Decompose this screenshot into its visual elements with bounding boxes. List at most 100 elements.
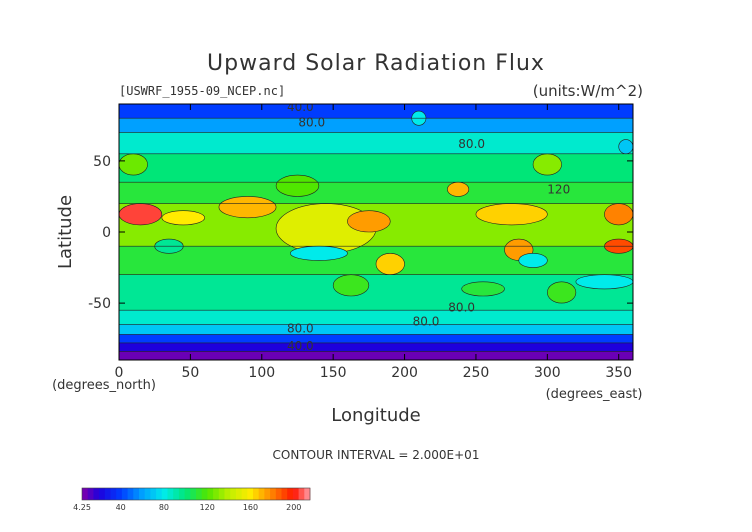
x-tick-label-4: 200 — [391, 365, 418, 381]
units-label: (units:W/m^2) — [533, 82, 643, 100]
colorbar-cell-10 — [139, 488, 146, 500]
colorbar-frame — [81, 487, 311, 501]
hotspot-16 — [532, 153, 562, 176]
colorbar-cell-36 — [287, 488, 294, 500]
colorbar-cell-33 — [270, 488, 277, 500]
lat-band-1 — [119, 118, 633, 133]
lat-band-9 — [119, 324, 633, 335]
hotspot-11 — [290, 245, 348, 261]
x-tick-label-6: 300 — [534, 365, 561, 381]
colorbar-tick-label-1: 40 — [116, 503, 126, 512]
colorbar-cell-26 — [230, 488, 237, 500]
colorbar-cell-18 — [184, 488, 191, 500]
lat-band-2 — [119, 132, 633, 155]
colorbar-cell-9 — [133, 488, 140, 500]
colorbar-cell-14 — [161, 488, 168, 500]
colorbar-cell-7 — [121, 488, 128, 500]
hotspot-15 — [119, 153, 148, 176]
colorbar-cell-27 — [235, 488, 242, 500]
hotspot-20 — [332, 274, 370, 297]
x-tick-label-7: 350 — [605, 365, 632, 381]
colorbar-cell-37 — [292, 488, 299, 500]
colorbar-cell-11 — [144, 488, 151, 500]
hotspot-19 — [461, 281, 505, 297]
colorbar-cell-38 — [298, 488, 305, 500]
hotspot-1 — [161, 210, 205, 226]
colorbar-cell-25 — [224, 488, 231, 500]
x-axis-ticks: 0 50 100 150 200 250 300 350 — [115, 104, 632, 381]
contour-label-3: 120 — [547, 182, 570, 196]
lat-band-10 — [119, 334, 633, 344]
colorbar — [81, 487, 311, 501]
y-tick-label-1: 0 — [102, 225, 111, 241]
colorbar-tick-labels: 4.25 40 80 120 160 200 — [73, 503, 301, 512]
colorbar-cell-31 — [258, 488, 265, 500]
y-axis-ticks: -50 0 50 — [88, 154, 633, 312]
colorbar-cell-19 — [190, 488, 197, 500]
colorbar-cell-2 — [93, 488, 100, 500]
colorbar-cell-21 — [201, 488, 208, 500]
colorbar-cell-12 — [150, 488, 157, 500]
colorbar-cell-24 — [218, 488, 225, 500]
hotspot-21 — [618, 139, 633, 155]
x-tick-label-2: 100 — [248, 365, 275, 381]
hotspot-12 — [518, 253, 548, 268]
lat-band-8 — [119, 310, 633, 325]
y-tick-label-0: -50 — [88, 296, 111, 312]
x-tick-label-0: 0 — [115, 365, 124, 381]
lat-band-11 — [119, 342, 633, 352]
colorbar-cell-15 — [167, 488, 174, 500]
contour-label-6: 80.0 — [287, 322, 314, 336]
chart-title: Upward Solar Radiation Flux — [207, 51, 545, 76]
x-unit-label: (degrees_east) — [546, 387, 643, 402]
colorbar-cell-23 — [213, 488, 220, 500]
hotspot-17 — [547, 281, 577, 304]
hotspot-10 — [375, 253, 405, 275]
x-tick-label-1: 50 — [181, 365, 199, 381]
colorbar-cell-34 — [275, 488, 282, 500]
contour-interval-text: CONTOUR INTERVAL = 2.000E+01 — [273, 448, 480, 462]
contour-label-0: 40.0 — [287, 100, 314, 114]
y-unit-label: (degrees_north) — [52, 378, 156, 393]
lat-band-6 — [119, 246, 633, 276]
colorbar-cell-28 — [241, 488, 248, 500]
colorbar-tick-label-4: 160 — [243, 503, 258, 512]
hotspot-18 — [575, 274, 633, 290]
colorbar-tick-label-5: 200 — [286, 503, 301, 512]
colorbar-cell-6 — [116, 488, 123, 500]
x-tick-label-3: 150 — [320, 365, 347, 381]
y-axis-label: Latitude — [55, 195, 76, 269]
y-tick-label-2: 50 — [93, 154, 111, 170]
colorbar-cell-35 — [281, 488, 288, 500]
contour-label-1: 80.0 — [298, 115, 325, 129]
contour-label-4: 80.0 — [448, 300, 475, 314]
hotspot-2 — [218, 196, 277, 219]
colorbar-cell-5 — [110, 488, 117, 500]
colorbar-tick-label-2: 80 — [159, 503, 169, 512]
hotspot-5 — [447, 181, 470, 197]
contour-label-7: 40.0 — [287, 339, 314, 353]
colorbar-tick-label-0: 4.25 — [73, 503, 91, 512]
hotspot-8 — [604, 203, 633, 226]
x-tick-label-5: 250 — [463, 365, 490, 381]
colorbar-cell-8 — [127, 488, 134, 500]
colorbar-tick-label-3: 120 — [200, 503, 215, 512]
colorbar-cell-29 — [247, 488, 254, 500]
contour-label-5: 80.0 — [413, 315, 440, 329]
contour-label-2: 80.0 — [458, 137, 485, 151]
heatmap-cells — [119, 104, 633, 360]
colorbar-cell-13 — [156, 488, 163, 500]
colorbar-cell-17 — [178, 488, 185, 500]
colorbar-cell-4 — [104, 488, 111, 500]
file-label: [USWRF_1955-09_NCEP.nc] — [119, 84, 285, 98]
hotspot-4 — [347, 210, 391, 233]
colorbar-cell-39 — [304, 488, 311, 500]
colorbar-cell-16 — [173, 488, 180, 500]
colorbar-cell-0 — [82, 488, 89, 500]
hotspot-0 — [119, 203, 163, 226]
hotspot-6 — [475, 203, 548, 226]
x-axis-label: Longitude — [331, 405, 421, 426]
hotspot-14 — [275, 174, 320, 197]
